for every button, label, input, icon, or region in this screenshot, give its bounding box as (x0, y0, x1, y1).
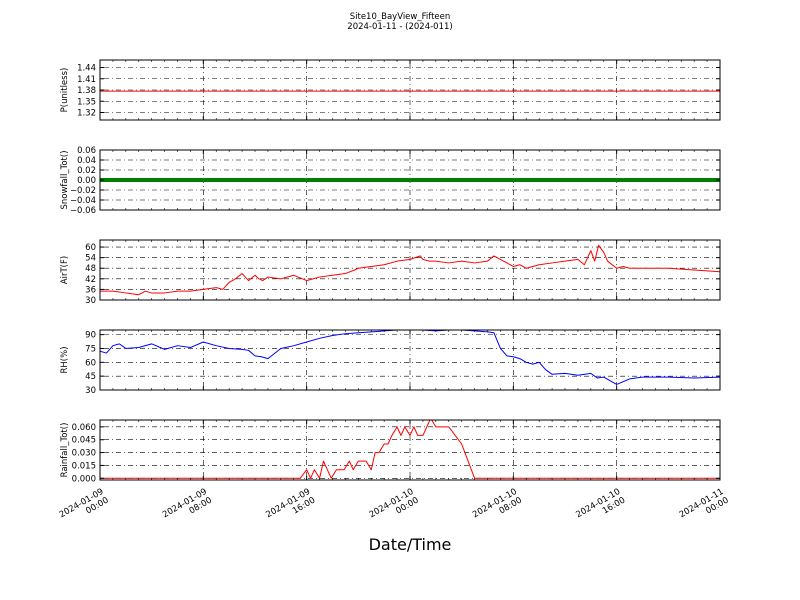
y-tick-label: −0.04 (70, 196, 96, 206)
y-tick-label: 30 (85, 386, 96, 396)
series-line (100, 330, 720, 385)
y-tick-label: 0.04 (77, 156, 96, 166)
y-tick-label: 0.015 (72, 461, 96, 471)
y-tick-label: 0.045 (72, 436, 96, 446)
y-tick-label: −0.02 (70, 186, 96, 196)
grid-lines (99, 330, 721, 391)
y-tick-label: 1.32 (77, 109, 96, 119)
y-tick-label: 1.41 (77, 75, 96, 85)
y-tick-label: 42 (85, 275, 96, 285)
grid-lines (99, 420, 721, 480)
series-line (100, 244, 720, 296)
y-tick-label: 90 (85, 331, 96, 341)
x-tick-label: 2024-01-0900:00 (58, 487, 111, 529)
y-axis-label: Rainfall_Tot() (60, 423, 70, 478)
series-line (100, 420, 720, 479)
panels-layer: 1.321.351.381.411.44P(unitless)−0.06−0.0… (60, 59, 721, 484)
chart-title: Site10_BayView_Fifteen (350, 12, 451, 22)
y-tick-label: 0.000 (72, 474, 96, 484)
panel-1: 1.32 1.351.381.411.44 P(unitless) (60, 59, 721, 121)
y-tick-label: −0.06 (70, 206, 96, 216)
y-tick-label: 1.35 (77, 97, 96, 107)
y-tick-label: 0.06 (77, 146, 96, 156)
y-tick-label: 1.44 (77, 64, 96, 74)
x-tick-label: 2024-01-0916:00 (264, 487, 317, 529)
y-tick-label: 0.030 (72, 449, 96, 459)
y-tick-label: 0.060 (72, 423, 96, 433)
y-tick-label: 45 (85, 372, 96, 382)
y-axis-label: AirT(F) (60, 256, 70, 284)
y-tick-label: 60 (85, 243, 96, 253)
y-tick-label: 36 (85, 285, 96, 295)
y-axis-label: Snowfall_Tot() (60, 150, 70, 209)
x-tick-label: 2024-01-1008:00 (471, 487, 524, 529)
y-tick-label: 60 (85, 358, 96, 368)
x-tick-labels: 2024-01-0900:00 2024-01-0908:00 2024-01-09… (58, 487, 731, 529)
grid-lines (99, 60, 721, 120)
chart-subtitle: 2024-01-11 - (2024-011) (347, 22, 452, 32)
x-tick-label: 2024-01-1100:00 (678, 487, 731, 529)
y-tick-label: 75 (85, 344, 96, 354)
y-axis-label: RH(%) (60, 346, 70, 373)
y-tick-label: 0.00 (77, 176, 96, 186)
x-tick-label: 2024-01-0908:00 (161, 487, 214, 529)
y-axis-label: P(unitless) (60, 68, 70, 113)
y-tick-label: 1.38 (77, 86, 96, 96)
y-tick-label: 48 (85, 264, 96, 274)
panel-4: 30 45 60 75 90 RH(%) (60, 329, 721, 396)
y-tick-label: 54 (85, 254, 96, 264)
y-tick-label: 30 (85, 296, 96, 306)
x-tick-label: 2024-01-1000:00 (368, 487, 421, 529)
panel-2: −0.06−0.04−0.020.000.020.040.06 Snowfall_… (60, 146, 721, 216)
x-tick-label: 2024-01-1016:00 (574, 487, 627, 529)
y-tick-label: 0.02 (77, 166, 96, 176)
x-axis-label: Date/Time (369, 535, 452, 554)
